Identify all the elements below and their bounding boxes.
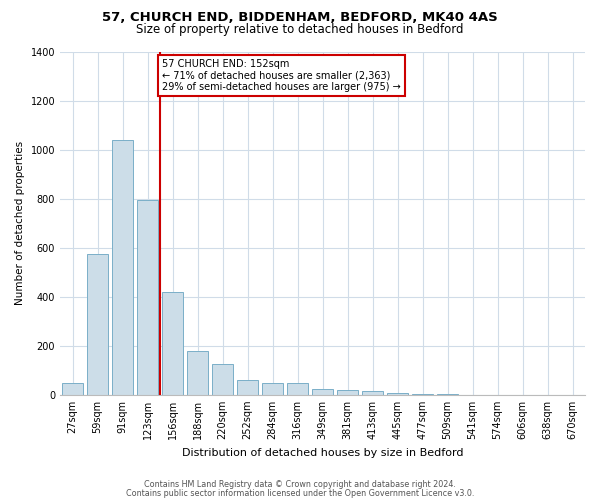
Bar (187, 350, 208, 395)
X-axis label: Distribution of detached houses by size in Bedford: Distribution of detached houses by size … (182, 448, 463, 458)
Text: 57, CHURCH END, BIDDENHAM, BEDFORD, MK40 4AS: 57, CHURCH END, BIDDENHAM, BEDFORD, MK40… (102, 11, 498, 24)
Text: Contains HM Land Registry data © Crown copyright and database right 2024.: Contains HM Land Registry data © Crown c… (144, 480, 456, 489)
Bar (62, 382, 83, 395)
Bar (337, 390, 358, 395)
Bar (112, 140, 133, 395)
Bar (287, 382, 308, 395)
Bar (237, 380, 258, 395)
Bar (262, 382, 283, 395)
Text: 57 CHURCH END: 152sqm
← 71% of detached houses are smaller (2,363)
29% of semi-d: 57 CHURCH END: 152sqm ← 71% of detached … (162, 59, 401, 92)
Text: Size of property relative to detached houses in Bedford: Size of property relative to detached ho… (136, 22, 464, 36)
Bar (162, 292, 183, 395)
Bar (87, 254, 108, 395)
Bar (387, 393, 408, 395)
Y-axis label: Number of detached properties: Number of detached properties (15, 141, 25, 305)
Bar (412, 394, 433, 395)
Text: Contains public sector information licensed under the Open Government Licence v3: Contains public sector information licen… (126, 488, 474, 498)
Bar (137, 200, 158, 395)
Bar (212, 364, 233, 395)
Bar (312, 388, 333, 395)
Bar (362, 391, 383, 395)
